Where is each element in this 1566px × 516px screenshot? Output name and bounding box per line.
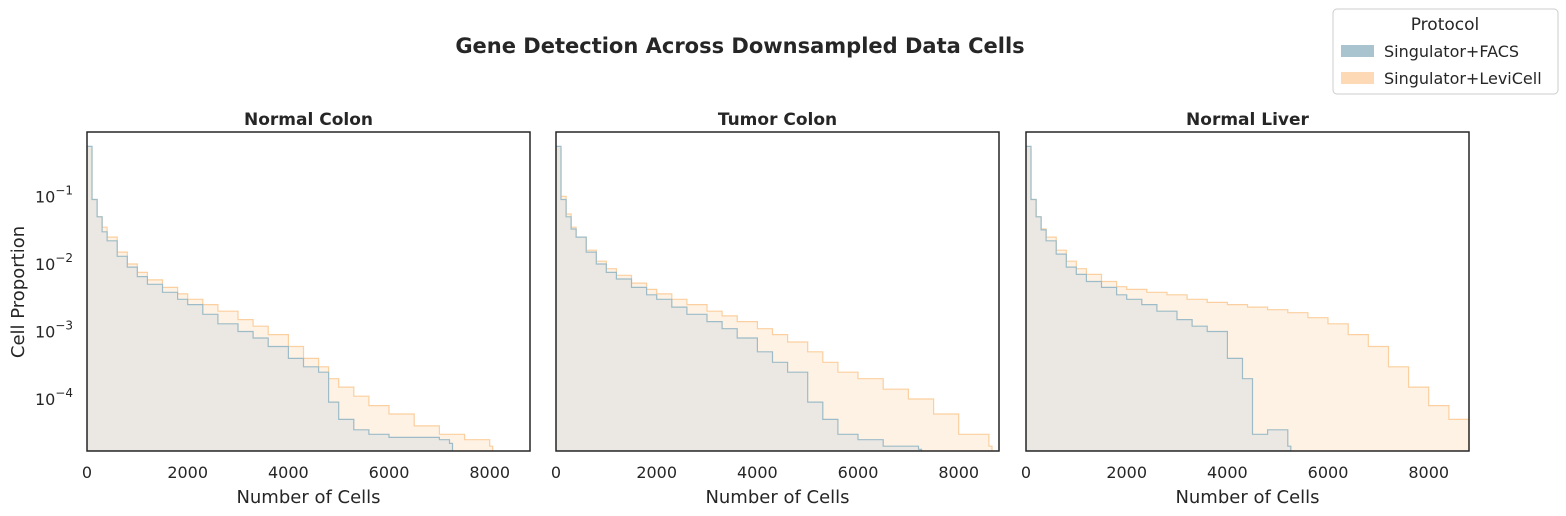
legend: Protocol Singulator+FACS Singulator+LeviCe… [1332, 8, 1559, 95]
legend-entry: Singulator+FACS [1384, 42, 1519, 61]
x-tick-label: 0 [551, 463, 561, 482]
x-tick-label: 6000 [1308, 463, 1349, 482]
series-facs-histogram [87, 145, 454, 451]
x-tick-label: 4000 [737, 463, 778, 482]
legend-entry: Singulator+LeviCell [1384, 69, 1542, 88]
panel-3: Normal Liver 0 2000 4000 6000 8000 Number of C… [1021, 110, 1470, 508]
x-tick-label: 8000 [469, 463, 510, 482]
legend-swatch [1341, 45, 1374, 57]
x-tick-label: 4000 [268, 463, 309, 482]
chart-title: Gene Detection Across Downsampled Data C… [455, 34, 1024, 58]
panel-1: Normal Colon 0 2000 4000 6000 8000 Number of C… [35, 110, 531, 508]
y-tick-label: 10−1 [35, 183, 73, 206]
panel-frame [1025, 131, 1470, 452]
panel-title: Normal Liver [1186, 110, 1309, 130]
plot-area [556, 145, 993, 451]
legend-swatch [1341, 72, 1374, 84]
y-axis-label: Cell Proportion [8, 226, 29, 358]
y-tick-label: 10−3 [35, 319, 73, 342]
x-tick-label: 6000 [369, 463, 410, 482]
legend-title: Protocol [1411, 15, 1480, 35]
panel-frame [555, 131, 1000, 452]
panel-title: Tumor Colon [718, 110, 837, 130]
plot-area [1026, 145, 1469, 451]
panel-2: Tumor Colon 0 2000 4000 6000 8000 Number of Ce… [551, 110, 1000, 508]
x-axis-label: Number of Cells [1175, 487, 1319, 508]
panel-frame [86, 131, 531, 452]
x-tick-label: 2000 [167, 463, 208, 482]
x-tick-label: 8000 [1408, 463, 1449, 482]
panels-group: Normal Colon 0 2000 4000 6000 8000 Number of C… [35, 110, 1470, 508]
y-tick-label: 10−4 [35, 386, 73, 409]
x-tick-label: 0 [1021, 463, 1031, 482]
series-facs-histogram [1026, 145, 1292, 451]
x-tick-label: 6000 [838, 463, 879, 482]
x-tick-label: 0 [82, 463, 92, 482]
legend-box [1332, 8, 1559, 95]
x-tick-label: 8000 [938, 463, 979, 482]
x-tick-label: 4000 [1207, 463, 1248, 482]
y-tick-label: 10−2 [35, 251, 73, 274]
panel-title: Normal Colon [244, 110, 373, 130]
x-axis-label: Number of Cells [705, 487, 849, 508]
x-tick-label: 2000 [1106, 463, 1147, 482]
series-facs-histogram [556, 145, 923, 451]
x-axis-label: Number of Cells [236, 487, 380, 508]
plot-area [87, 145, 494, 451]
x-tick-label: 2000 [636, 463, 677, 482]
